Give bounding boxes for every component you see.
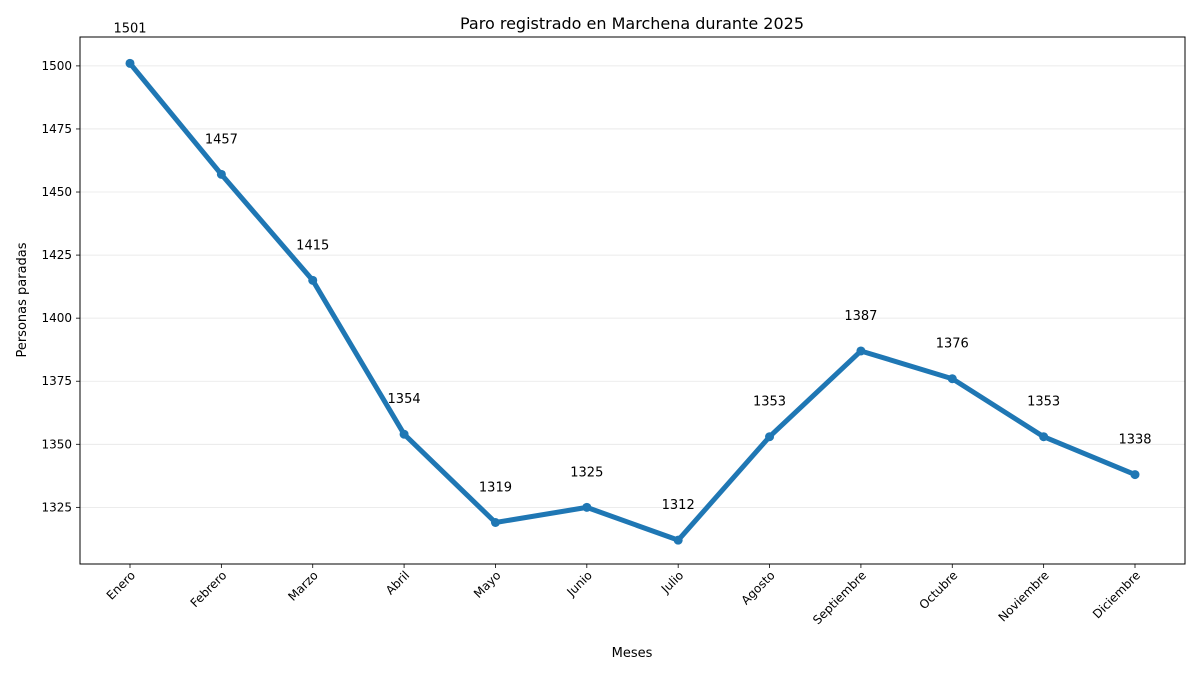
data-label: 1353 [753, 395, 786, 410]
series-layer [125, 58, 1140, 545]
data-label: 1501 [113, 21, 146, 36]
y-tick-label: 1500 [41, 59, 72, 73]
data-point [1039, 432, 1049, 442]
y-tick-label: 1375 [41, 374, 72, 388]
data-point [399, 429, 409, 439]
data-point [582, 502, 592, 512]
y-tick-label: 1450 [41, 185, 72, 199]
data-label: 1415 [296, 238, 329, 253]
data-label: 1457 [205, 132, 238, 147]
data-point [1130, 470, 1140, 480]
data-point [490, 518, 500, 528]
data-label: 1338 [1118, 433, 1151, 448]
y-tick-label: 1350 [41, 437, 72, 451]
plot-frame [79, 36, 1186, 565]
data-labels: 1501 1457 1415 1354 1319 1325 1312 1353 1387 1376… [113, 21, 1151, 513]
grid-lines [80, 65, 1185, 508]
chart-title: Paro registrado en Marchena durante 2025 [460, 14, 804, 33]
data-point [947, 374, 957, 384]
data-label: 1353 [1027, 395, 1060, 410]
series-line [127, 60, 1138, 543]
data-label: 1312 [662, 498, 695, 513]
y-tick-label: 1325 [41, 500, 72, 514]
data-label: 1319 [479, 481, 512, 496]
data-point [765, 432, 775, 442]
y-tick-label: 1425 [41, 248, 72, 262]
x-axis-title: Meses [612, 646, 653, 661]
data-label: 1376 [936, 337, 969, 352]
y-axis-title: Personas paradas [15, 242, 30, 357]
data-label: 1387 [844, 309, 877, 324]
data-point [216, 169, 226, 179]
y-tick-label: 1400 [41, 311, 72, 325]
y-tick-label: 1475 [41, 122, 72, 136]
data-point [856, 346, 866, 356]
data-point [308, 275, 318, 285]
data-label: 1354 [388, 392, 421, 407]
data-point [673, 535, 683, 545]
data-label: 1325 [570, 465, 603, 480]
data-point [125, 58, 135, 68]
